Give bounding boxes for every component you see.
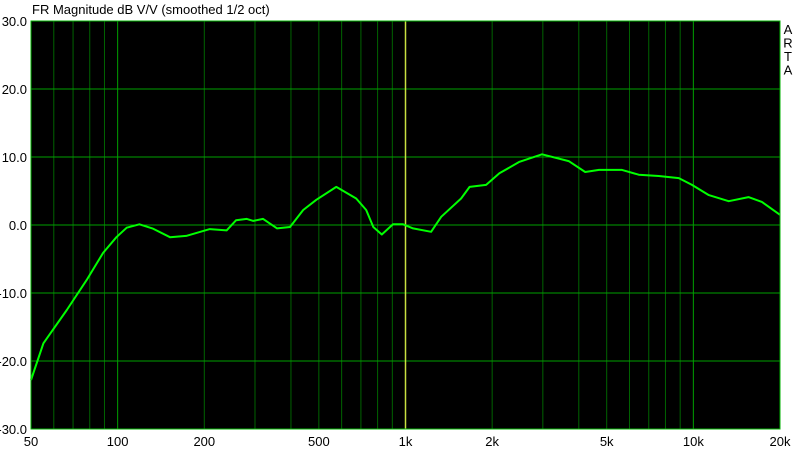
watermark-letter: R [783,36,792,51]
y-tick-label: -30.0 [0,422,27,437]
x-axis: 50 100 200 500 1k 2k 5k 10k 20k [24,434,791,449]
watermark-letter: A [784,22,793,37]
y-tick-label: 10.0 [2,150,27,165]
y-tick-label: 30.0 [2,14,27,29]
x-tick-label: 200 [193,434,215,449]
plot-border [30,20,781,430]
y-tick-label: 20.0 [2,82,27,97]
magnitude-trace [30,153,781,381]
x-tick-label: 10k [683,434,704,449]
y-tick-label: -10.0 [0,286,27,301]
chart-title: FR Magnitude dB V/V (smoothed 1/2 oct) [32,2,270,17]
watermark-letter: A [784,63,793,78]
trace [30,153,781,381]
watermark-letter: T [784,49,792,64]
x-tick-label: 1k [399,434,413,449]
y-tick-label: 0.0 [9,218,27,233]
y-tick-label: -20.0 [0,354,27,369]
x-tick-label: 100 [107,434,129,449]
x-tick-label: 50 [24,434,38,449]
x-tick-label: 2k [485,434,499,449]
x-tick-label: 500 [308,434,330,449]
x-tick-label: 20k [770,434,791,449]
x-tick-label: 5k [600,434,614,449]
y-axis: 30.0 20.0 10.0 0.0 -10.0 -20.0 -30.0 [0,14,27,437]
